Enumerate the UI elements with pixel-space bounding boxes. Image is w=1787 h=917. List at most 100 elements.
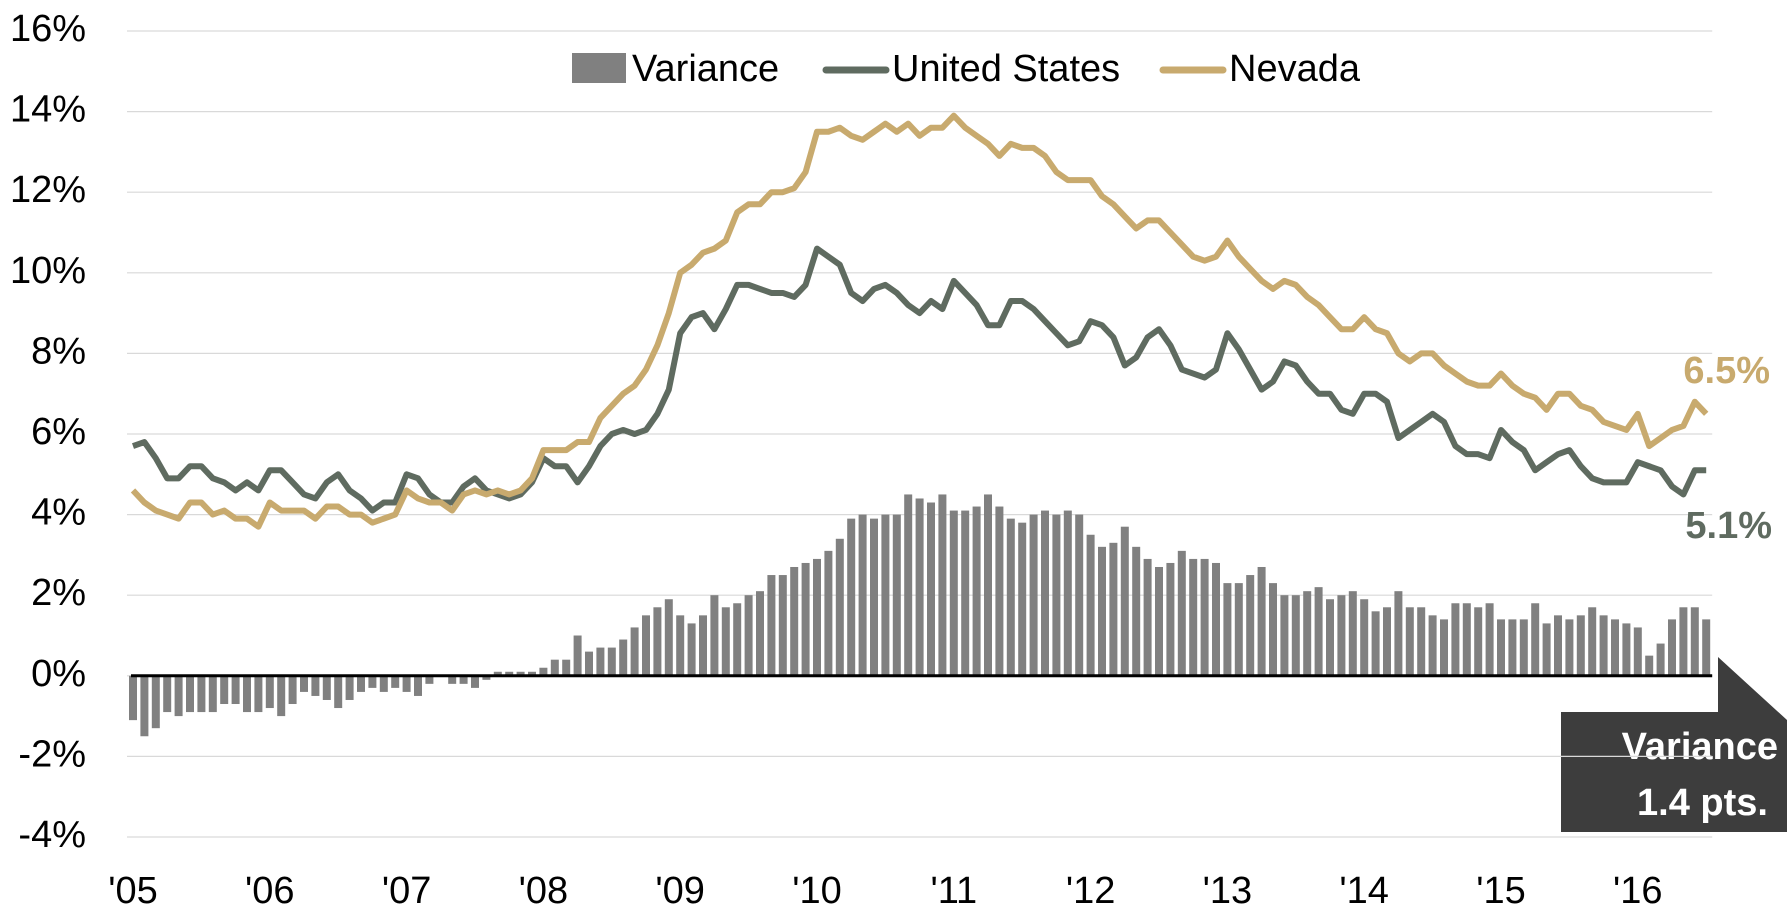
bar <box>231 675 240 705</box>
y-tick-label: 2% <box>31 572 86 614</box>
x-tick-label: '10 <box>792 870 842 912</box>
bar <box>972 506 981 676</box>
end-label: 6.5% <box>1683 350 1770 392</box>
bar <box>300 675 308 692</box>
bar <box>1405 607 1414 676</box>
y-tick-label: 0% <box>31 653 86 695</box>
bar <box>482 675 491 680</box>
bar <box>151 675 160 729</box>
bar <box>585 651 593 676</box>
bar <box>653 607 662 676</box>
bar <box>756 591 764 676</box>
bar <box>345 675 354 700</box>
annotation-text: 1.4 pts. <box>1637 782 1768 824</box>
bar <box>1177 550 1186 676</box>
bar <box>687 623 696 676</box>
bar <box>402 675 411 692</box>
bar <box>1212 562 1220 676</box>
x-tick-label: '15 <box>1476 870 1526 912</box>
bar <box>1155 566 1163 676</box>
bar <box>676 615 685 676</box>
bar <box>379 675 388 692</box>
bar <box>1063 510 1072 676</box>
bar <box>642 615 650 676</box>
bar <box>1109 542 1118 676</box>
bar <box>1531 603 1540 676</box>
x-tick-label: '07 <box>382 870 432 912</box>
bar <box>699 615 707 676</box>
legend-swatch <box>572 53 626 83</box>
bar <box>1234 583 1243 676</box>
legend-label: Nevada <box>1229 48 1361 90</box>
bar <box>1337 595 1346 676</box>
bar <box>858 514 867 676</box>
bar <box>1497 619 1505 676</box>
bar <box>311 675 320 696</box>
x-tick-label: '08 <box>519 870 569 912</box>
x-tick-label: '05 <box>108 870 158 912</box>
bar <box>322 675 331 700</box>
bar <box>1383 607 1391 676</box>
bar <box>197 675 206 713</box>
bar <box>1291 595 1300 676</box>
legend-label: Variance <box>632 48 779 90</box>
x-tick-label: '12 <box>1066 870 1116 912</box>
bar <box>391 675 400 688</box>
bar <box>1326 599 1334 676</box>
bar <box>813 558 821 676</box>
bar <box>516 671 525 676</box>
bar <box>1622 623 1631 676</box>
bar <box>357 675 365 692</box>
bar <box>1451 603 1460 676</box>
bar <box>744 595 753 676</box>
bar <box>1440 619 1448 676</box>
y-tick-label: 12% <box>10 169 86 211</box>
bar <box>1132 546 1141 676</box>
bar <box>1611 619 1619 676</box>
bar <box>1462 603 1471 676</box>
bar <box>1280 595 1289 676</box>
bar <box>778 575 787 676</box>
bar <box>1428 615 1437 676</box>
bar <box>1189 558 1198 676</box>
bar <box>1143 558 1152 676</box>
bar <box>1554 615 1562 676</box>
bar <box>1633 627 1642 676</box>
bar <box>1314 587 1323 676</box>
bar <box>1246 575 1255 676</box>
bar <box>1371 611 1380 676</box>
bar <box>1565 619 1574 676</box>
bar <box>710 595 719 676</box>
y-tick-label: -4% <box>18 814 86 856</box>
bar <box>562 659 571 676</box>
bar <box>1690 607 1699 676</box>
bar <box>881 514 890 676</box>
legend-label: United States <box>892 48 1120 90</box>
x-tick-label: '09 <box>655 870 705 912</box>
line <box>132 245 1707 514</box>
x-tick-label: '11 <box>930 870 977 912</box>
bar <box>425 675 434 684</box>
annotation-text: Variance <box>1622 726 1778 768</box>
bar <box>277 675 286 717</box>
y-tick-label: -2% <box>18 733 86 775</box>
bar <box>163 675 172 713</box>
bar <box>1668 619 1676 676</box>
bar <box>1519 619 1528 676</box>
bar <box>847 518 856 676</box>
bar <box>1269 583 1277 676</box>
bar <box>733 603 742 676</box>
bar <box>174 675 183 717</box>
x-tick-label: '13 <box>1203 870 1253 912</box>
bar <box>904 494 913 676</box>
bar <box>790 566 799 676</box>
bar <box>448 675 457 684</box>
bar <box>984 494 992 676</box>
bar <box>288 675 297 705</box>
bar <box>630 627 639 676</box>
bar <box>505 671 514 676</box>
bar <box>870 518 878 676</box>
bar <box>915 498 924 676</box>
